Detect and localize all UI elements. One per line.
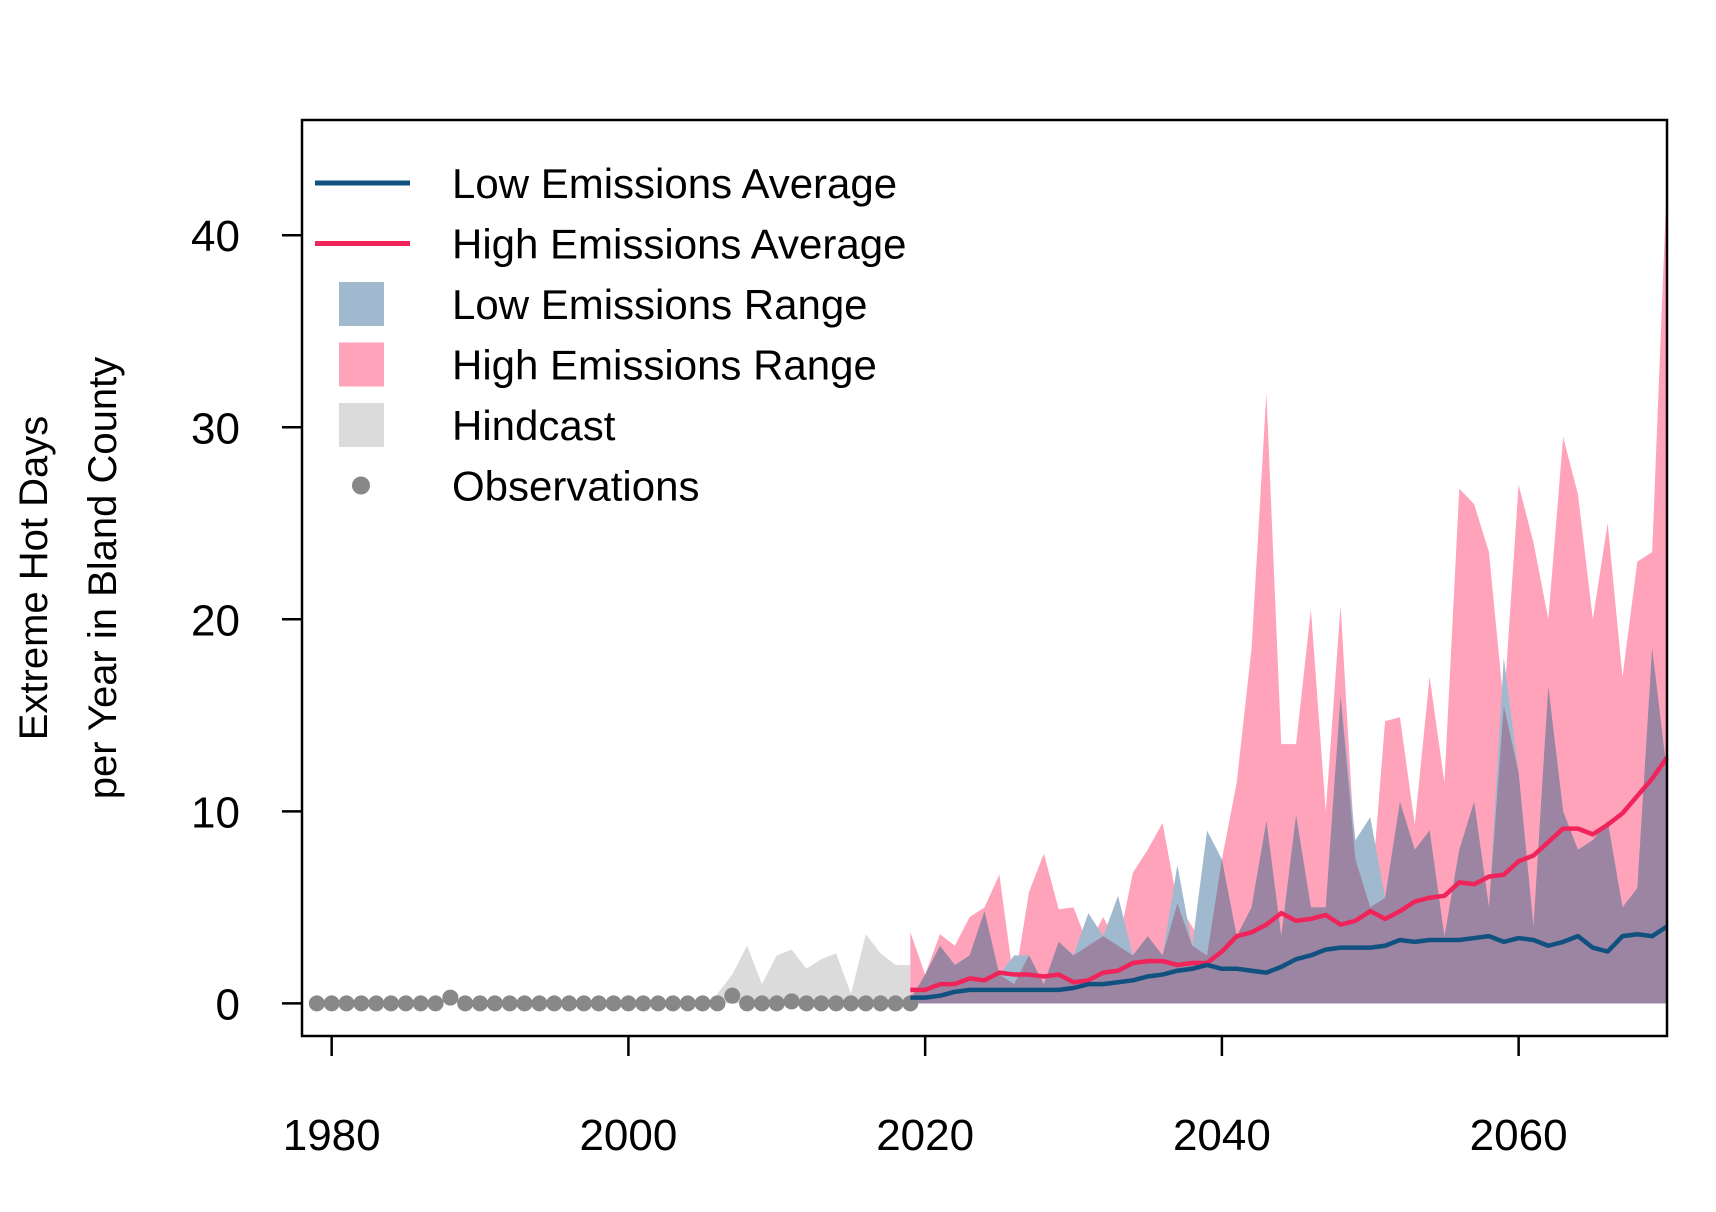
high-emissions-range-area bbox=[910, 177, 1667, 1004]
x-tick-label: 2020 bbox=[876, 1111, 974, 1160]
y-tick-label: 0 bbox=[216, 980, 240, 1029]
observation-point bbox=[650, 995, 667, 1012]
range-overlap-area bbox=[910, 648, 1667, 1004]
observation-point bbox=[872, 995, 889, 1012]
legend-dot-swatch bbox=[352, 476, 370, 495]
legend-box-swatch bbox=[339, 342, 384, 387]
observation-point bbox=[308, 995, 325, 1012]
y-tick-label: 40 bbox=[191, 212, 240, 261]
observation-point bbox=[412, 995, 429, 1012]
legend-box-swatch bbox=[339, 282, 384, 326]
observation-point bbox=[442, 989, 459, 1006]
observation-point bbox=[842, 995, 859, 1012]
observation-point bbox=[635, 995, 652, 1012]
observation-point bbox=[472, 995, 489, 1012]
observation-point bbox=[501, 995, 518, 1012]
observation-point bbox=[368, 995, 385, 1012]
observation-point bbox=[590, 995, 607, 1012]
legend-label: Low Emissions Average bbox=[452, 160, 897, 207]
observation-point bbox=[605, 995, 622, 1012]
low-emissions-average-line bbox=[910, 924, 1669, 1000]
observation-point bbox=[887, 995, 904, 1012]
observation-point bbox=[561, 995, 578, 1012]
y-axis-title-line2: per Year in Bland County bbox=[81, 357, 125, 800]
observation-point bbox=[724, 987, 741, 1004]
observation-point bbox=[813, 995, 830, 1012]
observation-point bbox=[323, 995, 340, 1012]
legend: Low Emissions Average High Emissions Aver… bbox=[315, 160, 906, 510]
observation-point bbox=[783, 993, 800, 1010]
observation-point bbox=[753, 995, 770, 1012]
x-tick-label: 1980 bbox=[283, 1111, 381, 1160]
observation-point bbox=[546, 995, 563, 1012]
x-tick-label: 2040 bbox=[1173, 1111, 1271, 1160]
observation-point bbox=[353, 995, 370, 1012]
high-emissions-average-line bbox=[910, 756, 1669, 993]
average-lines bbox=[910, 756, 1669, 1000]
observation-point bbox=[857, 995, 874, 1012]
legend-label: High Emissions Range bbox=[452, 342, 877, 389]
observation-point bbox=[427, 995, 444, 1012]
y-tick-label: 10 bbox=[191, 788, 240, 837]
axes: 1980 2000 2020 2040 2060 0 10 20 30 40 bbox=[191, 212, 1568, 1160]
observation-point bbox=[486, 995, 503, 1012]
observation-point bbox=[664, 995, 681, 1012]
legend-label: Low Emissions Range bbox=[452, 281, 868, 328]
observation-point bbox=[620, 995, 637, 1012]
observation-point bbox=[739, 995, 756, 1012]
observation-point bbox=[531, 995, 548, 1012]
observation-point bbox=[575, 995, 592, 1012]
y-tick-label: 30 bbox=[191, 404, 240, 453]
legend-label: Hindcast bbox=[452, 402, 616, 449]
observation-point bbox=[828, 995, 845, 1012]
observation-point bbox=[338, 995, 355, 1012]
plot-frame bbox=[300, 118, 1669, 1038]
observation-point bbox=[798, 995, 815, 1012]
y-tick-label: 20 bbox=[191, 596, 240, 645]
observation-point bbox=[397, 995, 414, 1012]
observation-point bbox=[768, 995, 785, 1012]
legend-label: Observations bbox=[452, 463, 699, 510]
observation-points bbox=[308, 987, 919, 1012]
observation-point bbox=[694, 995, 711, 1012]
observation-point bbox=[383, 995, 400, 1012]
x-tick-label: 2060 bbox=[1470, 1111, 1568, 1160]
hindcast-area bbox=[717, 934, 911, 1004]
range-areas bbox=[717, 177, 1667, 1004]
legend-label: High Emissions Average bbox=[452, 221, 906, 268]
legend-box-swatch bbox=[339, 403, 384, 447]
observation-point bbox=[679, 995, 696, 1012]
x-tick-label: 2000 bbox=[579, 1111, 677, 1160]
observation-point bbox=[457, 995, 474, 1012]
y-axis-title-line1: Extreme Hot Days bbox=[12, 416, 56, 741]
observation-point bbox=[516, 995, 533, 1012]
observation-point bbox=[709, 995, 726, 1012]
